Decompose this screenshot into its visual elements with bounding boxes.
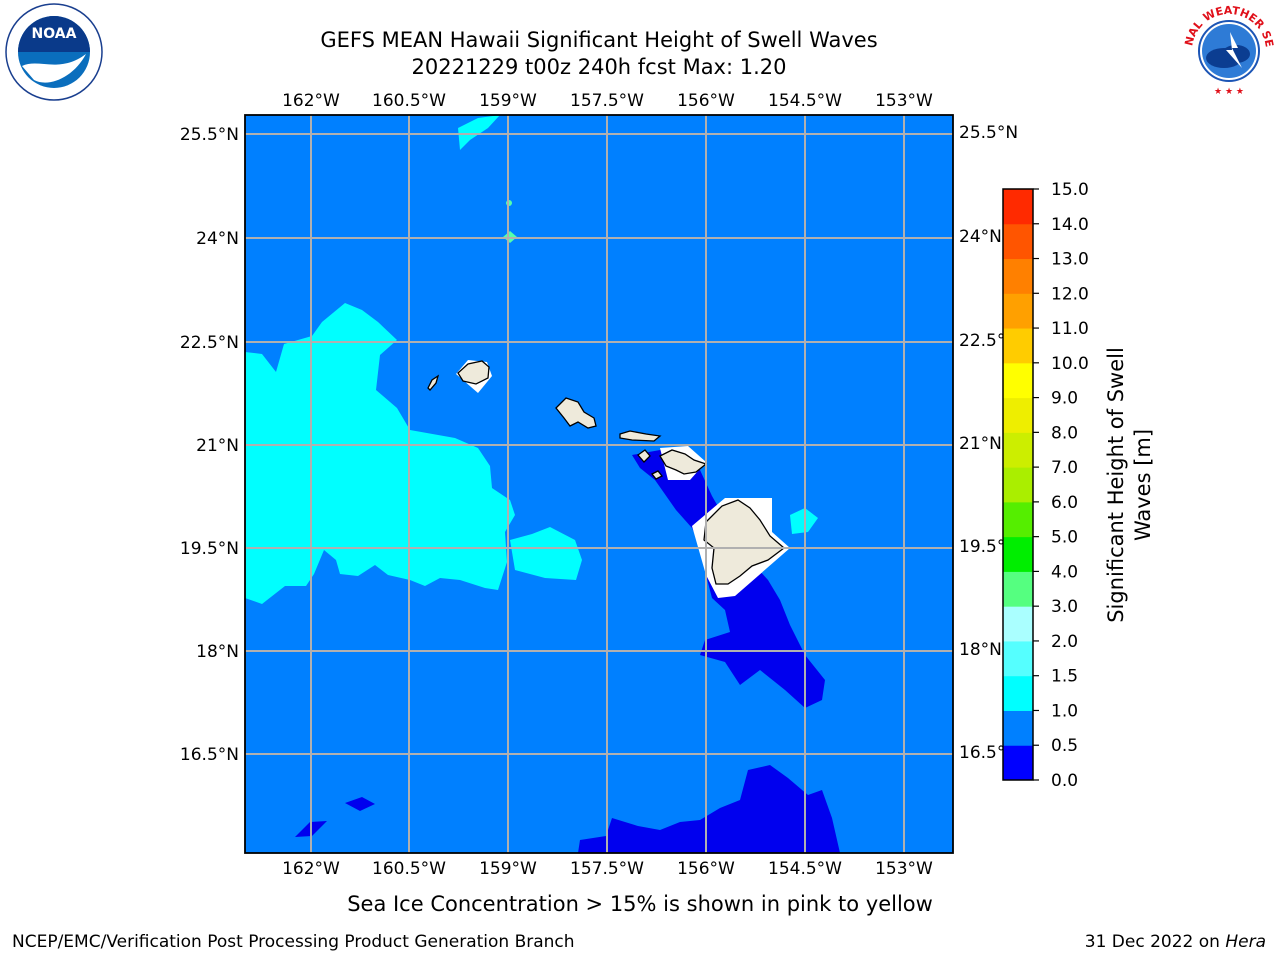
swell-contour-cyan-west [245,303,515,604]
island-oahu [555,397,597,429]
lon-label-top: 160.5°W [372,91,446,111]
lat-label-left: 18°N [196,642,239,662]
footer-branch: NCEP/EMC/Verification Post Processing Pr… [12,932,575,952]
island-niihau [427,374,440,391]
lon-label-top: 159°W [479,91,537,111]
footer-date-text: 31 Dec 2022 on [1084,932,1226,952]
swell-contour-dark-sw1 [345,797,375,811]
lat-label-left: 19.5°N [180,539,239,559]
swell-contour-dark-south [578,765,840,853]
island-maui [659,449,708,475]
lat-label-left: 24°N [196,229,239,249]
island-kauai [457,360,490,385]
nws-logo: NATIONAL WEATHER SERVICE ★ ★ ★ [1180,2,1276,98]
colorbar-segment [1003,501,1033,538]
colorbar-tick-label: 10.0 [1051,354,1089,374]
lon-label-bottom: 157.5°W [570,859,644,879]
lon-label-bottom: 160.5°W [372,859,446,879]
map-area [245,115,953,853]
lon-label-top: 162°W [282,91,340,111]
colorbar-segment [1003,675,1033,711]
lon-label-bottom: 156°W [677,859,735,879]
colorbar-tick-label: 1.0 [1051,701,1078,721]
lat-labels-left: 25.5°N 24°N 22.5°N 21°N 19.5°N 18°N 16.5… [180,125,239,765]
lon-label-bottom: 153°W [875,859,933,879]
colorbar-segment [1003,293,1033,329]
colorbar-segment [1003,606,1033,642]
colorbar-tick-label: 15.0 [1051,180,1089,200]
colorbar-tick-label: 1.5 [1051,667,1078,687]
colorbar-tick-label: 11.0 [1051,319,1089,339]
colorbar-tick-label: 12.0 [1051,284,1089,304]
colorbar-tick-label: 13.0 [1051,250,1089,270]
colorbar-tick-label: 5.0 [1051,528,1078,548]
lat-label-left: 16.5°N [180,745,239,765]
island-big-island [703,499,786,585]
lon-label-bottom: 162°W [282,859,340,879]
colorbar-segment [1003,362,1033,399]
island-kahoolawe [650,470,664,480]
map-title: GEFS MEAN Hawaii Significant Height of S… [320,28,878,52]
colorbar-tick-label: 2.0 [1051,632,1078,652]
lat-label-right: 24°N [959,227,1002,247]
colorbar-segment [1003,189,1033,225]
colorbar-segment [1003,640,1033,677]
lon-label-top: 154.5°W [768,91,842,111]
island-lanai [637,449,651,463]
footer-machine: Hera [1225,932,1266,952]
svg-text:★ ★ ★: ★ ★ ★ [1214,87,1244,97]
lat-label-right: 21°N [959,434,1002,454]
swell-contour-cyan-north [458,115,500,150]
sea-ice-note: Sea Ice Concentration > 15% is shown in … [347,892,933,916]
lon-label-top: 153°W [875,91,933,111]
colorbar-segment [1003,328,1033,364]
colorbar: 0.0 0.5 1.0 1.5 2.0 3.0 4.0 5.0 6.0 7.0 8.0 9.0 10.0… [1002,180,1089,791]
colorbar-frame [1002,188,1034,781]
lon-label-bottom: 154.5°W [768,859,842,879]
lat-label-left: 21°N [196,436,239,456]
colorbar-segment [1003,397,1033,433]
lat-label-right: 18°N [959,640,1002,660]
colorbar-tick-label: 14.0 [1051,215,1089,235]
colorbar-tick-label: 9.0 [1051,389,1078,409]
colorbar-tick-label: 7.0 [1051,458,1078,478]
lon-label-top: 157.5°W [570,91,644,111]
map-gridlines [245,115,953,853]
colorbar-label-line2: Waves [m] [1131,429,1155,541]
colorbar-segment [1003,223,1033,260]
colorbar-tick-label: 6.0 [1051,493,1078,513]
colorbar-segment [1003,745,1033,781]
map-frame [244,114,954,854]
lon-labels-top: 162°W 160.5°W 159°W 157.5°W 156°W 154.5°… [282,91,933,111]
lon-labels-bottom: 162°W 160.5°W 159°W 157.5°W 156°W 154.5°… [282,859,933,879]
colorbar-tick-label: 3.0 [1051,597,1078,617]
map-subtitle: 20221229 t00z 240h fcst Max: 1.20 [411,55,787,79]
colorbar-tick-label: 4.0 [1051,562,1078,582]
colorbar-segment [1003,536,1033,572]
islands [427,360,786,585]
lat-label-right: 25.5°N [959,123,1018,143]
noaa-logo: NOAA [5,3,103,101]
colorbar-tick-label: 0.0 [1051,771,1078,791]
island-molokai [619,430,662,442]
colorbar-tick-label: 8.0 [1051,423,1078,443]
colorbar-segment [1003,432,1033,468]
colorbar-label-line1: Significant Height of Swell [1104,347,1128,623]
lat-label-left: 25.5°N [180,125,239,145]
swell-contour-cyan-south [510,527,582,580]
colorbar-tick-label: 0.5 [1051,736,1078,756]
lon-label-bottom: 159°W [479,859,537,879]
colorbar-segment [1003,467,1033,503]
lat-label-left: 22.5°N [180,333,239,353]
noaa-logo-text: NOAA [32,26,77,42]
colorbar-segment [1003,258,1033,294]
colorbar-segment [1003,571,1033,607]
lon-label-top: 156°W [677,91,735,111]
footer-date: 31 Dec 2022 on Hera [1085,932,1266,952]
colorbar-segment [1003,710,1033,746]
